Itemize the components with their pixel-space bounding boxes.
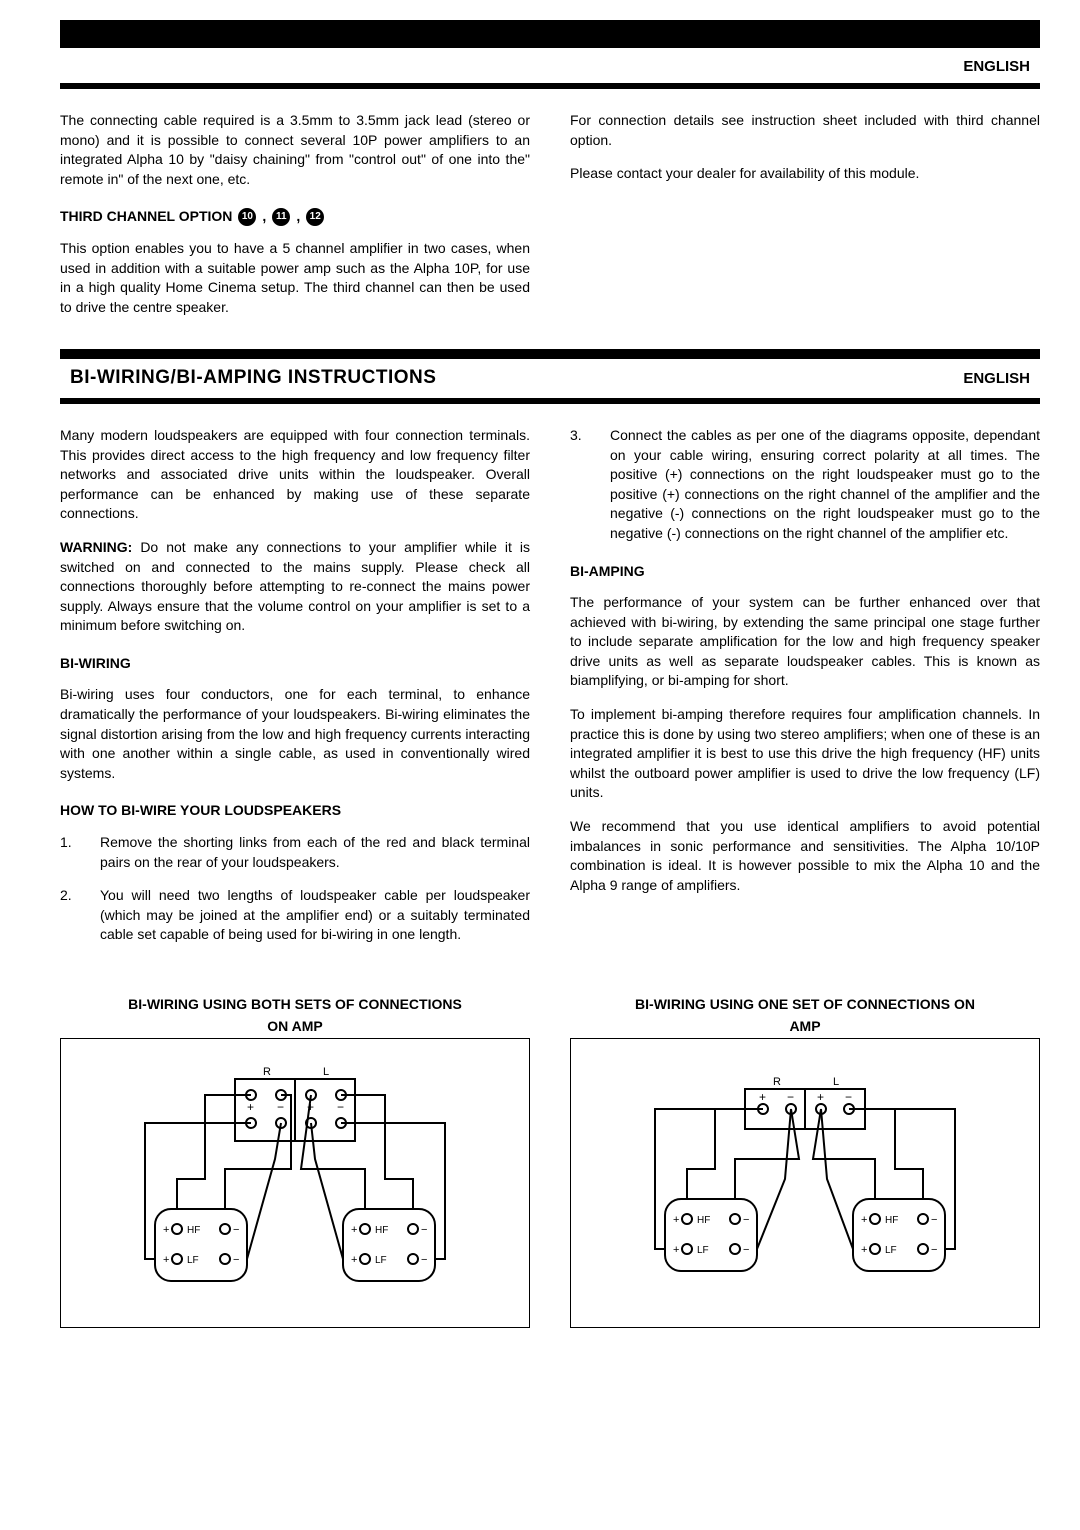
biamping-heading: BI-AMPING <box>570 562 1040 582</box>
third-channel-paragraph: This option enables you to have a 5 chan… <box>60 239 530 317</box>
step-2: 2. You will need two lengths of loudspea… <box>60 886 530 945</box>
language-label: ENGLISH <box>963 56 1030 77</box>
section-band: BI-WIRING/BI-AMPING INSTRUCTIONS ENGLISH <box>60 349 1040 404</box>
amp-l-label: L <box>323 1066 329 1078</box>
svg-text:+: + <box>759 1090 766 1104</box>
step-2-number: 2. <box>60 886 78 945</box>
biwiring-heading: BI-WIRING <box>60 654 530 674</box>
biamp-paragraph-3: We recommend that you use identical ampl… <box>570 817 1040 895</box>
svg-text:−: − <box>743 1214 749 1226</box>
third-channel-heading-text: THIRD CHANNEL OPTION <box>60 207 232 227</box>
svg-text:+: + <box>351 1224 357 1236</box>
cable-paragraph: The connecting cable required is a 3.5mm… <box>60 111 530 189</box>
top-right-column: For connection details see instruction s… <box>570 111 1040 331</box>
svg-text:−: − <box>337 1100 344 1114</box>
section-title: BI-WIRING/BI-AMPING INSTRUCTIONS <box>70 365 436 392</box>
svg-text:HF: HF <box>375 1225 388 1236</box>
svg-text:LF: LF <box>697 1245 709 1256</box>
ref-circle-11-icon: 11 <box>272 208 290 226</box>
svg-text:+: + <box>163 1254 169 1266</box>
biamp-paragraph-2: To implement bi-amping therefore require… <box>570 705 1040 803</box>
svg-text:−: − <box>931 1244 937 1256</box>
svg-text:+: + <box>163 1224 169 1236</box>
amp-r-label: R <box>263 1066 271 1078</box>
diagram-left-block: BI-WIRING USING BOTH SETS OF CONNECTIONS… <box>60 995 530 1328</box>
step-3-text: Connect the cables as per one of the dia… <box>610 426 1040 544</box>
diagram-right-svg: R L + − + − + − + − HF <box>615 1059 995 1309</box>
svg-text:−: − <box>845 1090 852 1104</box>
connection-details-paragraph: For connection details see instruction s… <box>570 111 1040 150</box>
svg-text:+: + <box>861 1214 867 1226</box>
svg-text:L: L <box>833 1076 839 1088</box>
step-1: 1. Remove the shorting links from each o… <box>60 833 530 872</box>
warning-paragraph: WARNING: Do not make any connections to … <box>60 538 530 636</box>
svg-text:+: + <box>351 1254 357 1266</box>
intro-paragraph: Many modern loudspeakers are equipped wi… <box>60 426 530 524</box>
ref-circle-10-icon: 10 <box>238 208 256 226</box>
svg-text:+: + <box>673 1244 679 1256</box>
diagrams-row: BI-WIRING USING BOTH SETS OF CONNECTIONS… <box>60 995 1040 1328</box>
third-channel-heading: THIRD CHANNEL OPTION 10, 11, 12 <box>60 207 530 227</box>
step-1-text: Remove the shorting links from each of t… <box>100 833 530 872</box>
diagram-right-title-2: AMP <box>570 1017 1040 1037</box>
diagram-left-title-1: BI-WIRING USING BOTH SETS OF CONNECTIONS <box>60 995 530 1015</box>
body-section: Many modern loudspeakers are equipped wi… <box>60 426 1040 959</box>
step-1-number: 1. <box>60 833 78 872</box>
howto-heading: HOW TO BI-WIRE YOUR LOUDSPEAKERS <box>60 801 530 821</box>
svg-text:−: − <box>233 1254 239 1266</box>
svg-text:LF: LF <box>885 1245 897 1256</box>
svg-text:+: + <box>861 1244 867 1256</box>
svg-text:HF: HF <box>697 1215 710 1226</box>
diagram-left-box: R L + − + − + <box>60 1038 530 1328</box>
svg-text:+: + <box>247 1100 254 1114</box>
svg-text:−: − <box>931 1214 937 1226</box>
svg-text:−: − <box>743 1244 749 1256</box>
language-strip: ENGLISH <box>60 52 1040 89</box>
body-right-column: 3. Connect the cables as per one of the … <box>570 426 1040 959</box>
svg-text:−: − <box>277 1100 284 1114</box>
step-2-text: You will need two lengths of loudspeaker… <box>100 886 530 945</box>
dealer-paragraph: Please contact your dealer for availabil… <box>570 164 1040 184</box>
spk-lf-label: LF <box>187 1255 199 1266</box>
top-left-column: The connecting cable required is a 3.5mm… <box>60 111 530 331</box>
diagram-left-svg: R L + − + − + <box>105 1059 485 1309</box>
top-section: The connecting cable required is a 3.5mm… <box>60 111 1040 331</box>
svg-text:R: R <box>773 1076 781 1088</box>
svg-text:−: − <box>421 1224 427 1236</box>
svg-text:HF: HF <box>885 1215 898 1226</box>
svg-text:−: − <box>421 1254 427 1266</box>
step-3-number: 3. <box>570 426 588 544</box>
svg-text:LF: LF <box>375 1255 387 1266</box>
diagram-right-box: R L + − + − + − + − HF <box>570 1038 1040 1328</box>
svg-text:+: + <box>673 1214 679 1226</box>
warning-label: WARNING: <box>60 539 132 555</box>
diagram-left-title-2: ON AMP <box>60 1017 530 1037</box>
svg-text:−: − <box>233 1224 239 1236</box>
svg-text:+: + <box>817 1090 824 1104</box>
spk-hf-label: HF <box>187 1225 200 1236</box>
diagram-right-title-1: BI-WIRING USING ONE SET OF CONNECTIONS O… <box>570 995 1040 1015</box>
diagram-right-block: BI-WIRING USING ONE SET OF CONNECTIONS O… <box>570 995 1040 1328</box>
biamp-paragraph-1: The performance of your system can be fu… <box>570 593 1040 691</box>
body-left-column: Many modern loudspeakers are equipped wi… <box>60 426 530 959</box>
top-rule <box>60 20 1040 48</box>
step-3: 3. Connect the cables as per one of the … <box>570 426 1040 544</box>
ref-circle-12-icon: 12 <box>306 208 324 226</box>
svg-text:−: − <box>787 1090 794 1104</box>
section-language-label: ENGLISH <box>963 368 1030 389</box>
biwiring-paragraph: Bi-wiring uses four conductors, one for … <box>60 685 530 783</box>
